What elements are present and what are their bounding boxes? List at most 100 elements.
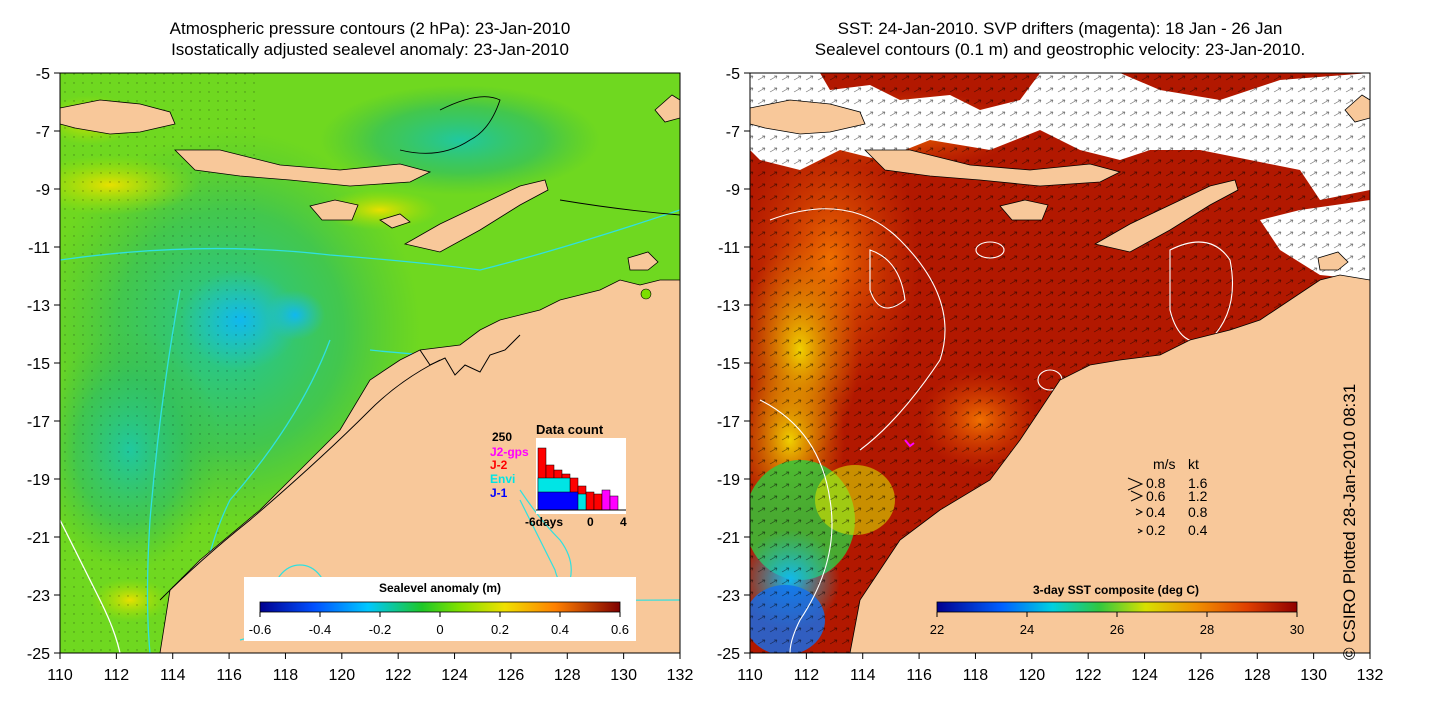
credit-text: © CSIRO Plotted 28-Jan-2010 08:31 bbox=[1340, 383, 1359, 660]
right-axis-x-tick-label: 122 bbox=[1075, 667, 1102, 684]
right-axis-x-tick-label: 120 bbox=[1018, 667, 1045, 684]
sealevel-colorbar: Sealevel anomaly (m) -0.6 -0.4 -0.2 0 0.2 0.4… bbox=[244, 577, 636, 641]
left-axis-y-tick-label: -7 bbox=[36, 124, 50, 141]
left-axis-x-tick-label: 116 bbox=[216, 667, 242, 684]
island-timor bbox=[403, 179, 549, 253]
white-sealevel-contour bbox=[1169, 241, 1233, 343]
velocity-arrow-icon bbox=[1137, 528, 1144, 534]
sst-colorbar: 3-day SST composite (deg C) 22 24 26 28 30 bbox=[920, 577, 1312, 641]
cyan-contour bbox=[146, 289, 181, 653]
island-tanimbar bbox=[627, 251, 659, 271]
drifter-track bbox=[904, 439, 915, 448]
right-axis-y-tick-label: -9 bbox=[726, 182, 740, 199]
left-axis-y-tick-label: -25 bbox=[27, 646, 50, 663]
right-axis-y-tick-label: -11 bbox=[718, 240, 740, 257]
velocity-arrow-icon bbox=[1130, 490, 1144, 502]
velocity-arrow-icon bbox=[1127, 477, 1144, 491]
right-axis-y-tick-label: -19 bbox=[717, 472, 740, 489]
left-title-line1: Atmospheric pressure contours (2 hPa): 2… bbox=[169, 19, 571, 38]
land-australia bbox=[849, 274, 1370, 653]
left-axis-y-tick-label: -19 bbox=[27, 472, 50, 489]
right-axis-x-tick-label: 124 bbox=[1131, 667, 1158, 684]
sealevel-colorbar-tick-label: -0.6 bbox=[249, 622, 271, 637]
right-axis-x-tick-label: 126 bbox=[1188, 667, 1215, 684]
island-timor-small bbox=[379, 213, 411, 229]
inset-bar bbox=[593, 493, 603, 511]
left-title: Atmospheric pressure contours (2 hPa): 2… bbox=[60, 18, 680, 60]
island-sumbawa bbox=[750, 99, 866, 135]
left-axis-y-tick-label: -17 bbox=[27, 414, 50, 431]
sealevel-colorbar-tick-label: 0.4 bbox=[551, 622, 569, 637]
left-axis-x-tick-label: 126 bbox=[498, 667, 525, 684]
left-axis-x-tick-label: 122 bbox=[385, 667, 412, 684]
velocity-legend-header-ms: m/s bbox=[1153, 456, 1176, 472]
sealevel-colorbar-tick-label: -0.4 bbox=[309, 622, 331, 637]
sst-colorbar-tick-label: 22 bbox=[930, 622, 944, 637]
velocity-legend-ms: 0.4 bbox=[1146, 504, 1166, 520]
left-axis-y-tick-label: -9 bbox=[36, 182, 50, 199]
inset-legend-j2gps: J2-gps bbox=[490, 445, 529, 459]
left-axis-x-tick-label: 112 bbox=[104, 667, 130, 684]
island-sumba bbox=[309, 199, 359, 221]
left-axis-y-tick-label: -23 bbox=[27, 588, 50, 605]
sla-low-region bbox=[265, 290, 325, 340]
sst-colorbar-tick-label: 28 bbox=[1200, 622, 1214, 637]
left-axis-x-tick-label: 114 bbox=[160, 667, 186, 684]
sealevel-colorbar-label: Sealevel anomaly (m) bbox=[379, 581, 501, 595]
inset-bar bbox=[585, 491, 595, 511]
right-axis-x-tick-label: 128 bbox=[1244, 667, 1271, 684]
island-flores bbox=[864, 149, 1122, 187]
right-axis-x-tick-label: 130 bbox=[1300, 667, 1327, 684]
right-axis-x-tick-label: 114 bbox=[850, 667, 876, 684]
green-marker bbox=[640, 288, 652, 300]
island-aru bbox=[654, 94, 680, 123]
sst-colorbar-gradient bbox=[936, 601, 1298, 613]
velocity-legend-kt: 1.6 bbox=[1188, 475, 1208, 491]
inset-ymax: 250 bbox=[492, 430, 512, 444]
inset-legend-envi: Envi bbox=[490, 472, 515, 486]
right-axis-y-tick-label: -15 bbox=[717, 356, 740, 373]
right-axis-y-tick-label: -5 bbox=[726, 66, 740, 83]
inset-xlabel-zero: 0 bbox=[587, 515, 594, 529]
right-axis-y-tick-label: -17 bbox=[717, 414, 740, 431]
right-axis-x-tick-label: 110 bbox=[737, 667, 763, 684]
inset-legend-j2: J-2 bbox=[490, 458, 508, 472]
velocity-legend: m/s kt 0.8 1.6 0.6 1.2 0.4 0.8 0.2 0.4 bbox=[1127, 456, 1208, 538]
inset-xlabel-end: 4 bbox=[620, 515, 627, 529]
velocity-legend-ms: 0.8 bbox=[1146, 475, 1166, 491]
inset-bar bbox=[601, 489, 611, 511]
shelf-contour bbox=[159, 359, 441, 601]
cyan-contour bbox=[60, 209, 680, 271]
left-axis-x-tick-label: 120 bbox=[328, 667, 355, 684]
island-tanimbar bbox=[1317, 251, 1349, 271]
right-title: SST: 24-Jan-2010. SVP drifters (magenta)… bbox=[750, 18, 1370, 60]
white-contour bbox=[60, 519, 121, 653]
white-sealevel-contour bbox=[769, 208, 946, 451]
island-sumba bbox=[999, 199, 1049, 221]
left-axis-y-tick-label: -15 bbox=[27, 356, 50, 373]
island-sumbawa bbox=[60, 99, 176, 135]
black-contour bbox=[559, 199, 680, 216]
left-axes: -5 -7 -9 -11 -13 -15 -17 -19 -21 -23 -25 110 112 114 1… bbox=[27, 66, 694, 684]
sealevel-colorbar-ticks: -0.6 -0.4 -0.2 0 0.2 0.4 0.6 bbox=[249, 612, 629, 637]
right-axis-y-tick-label: -13 bbox=[717, 298, 740, 315]
data-count-inset: Data count 250 J2-gps J-2 Envi J-1 -6day… bbox=[490, 422, 627, 529]
white-sealevel-contour bbox=[975, 241, 1005, 259]
sst-colorbar-tick-label: 30 bbox=[1290, 622, 1304, 637]
inset-title: Data count bbox=[536, 422, 604, 437]
inset-bars bbox=[536, 438, 626, 514]
sst-colorbar-tick-label: 26 bbox=[1110, 622, 1124, 637]
left-axis-y-tick-label: -5 bbox=[36, 66, 50, 83]
sealevel-colorbar-tick-label: 0.6 bbox=[611, 622, 629, 637]
right-axis-x-tick-label: 118 bbox=[963, 667, 989, 684]
inset-xlabel-start: -6days bbox=[525, 515, 563, 529]
inset-bar bbox=[609, 495, 619, 511]
sealevel-colorbar-tick-label: 0.2 bbox=[491, 622, 509, 637]
right-axis-y-tick-label: -7 bbox=[726, 124, 740, 141]
sealevel-colorbar-tick-label: 0 bbox=[436, 622, 443, 637]
velocity-legend-ms: 0.2 bbox=[1146, 522, 1166, 538]
left-title-line2: Isostatically adjusted sealevel anomaly:… bbox=[171, 40, 569, 59]
inset-bar-j1 bbox=[537, 491, 579, 511]
velocity-legend-kt: 0.4 bbox=[1188, 522, 1208, 538]
